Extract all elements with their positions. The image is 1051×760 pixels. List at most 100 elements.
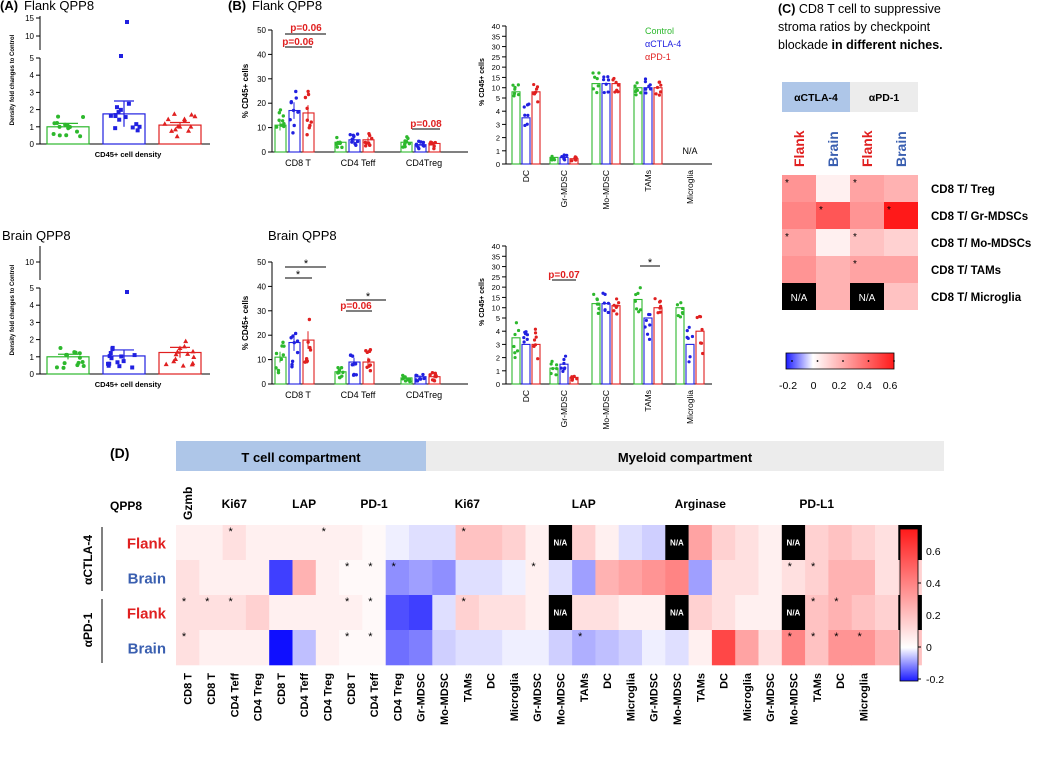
data-point [550,359,554,363]
column-label: CD8 T [206,673,218,705]
bar-TAMs-αCTLA-4 [643,317,653,385]
significance-star: * [322,526,327,538]
data-point [575,377,579,381]
data-point [512,91,517,96]
significance-star: * [366,291,371,303]
y-tick-label: 25 [492,53,500,62]
data-point [180,363,186,368]
heatmap-cell [245,595,270,631]
data-point [291,108,296,113]
data-point [181,343,187,349]
heatmap-cell [385,595,410,631]
data-point [595,90,599,95]
data-point [687,325,691,329]
heatmap-cell [642,525,666,561]
heatmap-cell [781,525,806,561]
colorbar-tick-label: 0.2 [832,380,847,392]
data-point [306,340,310,344]
ctla4-header: αCTLA-4 [794,92,838,104]
data-point [675,303,680,307]
data-point [414,142,419,147]
bar-TAMs-αPD-1 [653,87,663,165]
y-tick-label: 4 [496,327,500,336]
colorbar-tick-label: 0.6 [926,546,941,558]
data-point [596,311,600,315]
heatmap-cell [269,630,293,666]
column-label-flank: Flank [791,130,807,167]
data-point [570,159,574,163]
column-label: DC [835,673,847,689]
column-label: CD4 Teff [229,673,241,718]
significance-star: * [853,178,857,189]
heatmap-cell [851,630,876,666]
not-available-label: N/A [787,609,801,618]
data-point [110,347,115,352]
column-label: Gr-MDSC [649,673,661,722]
data-point [522,105,526,109]
bar-Microglia-αPD-1 [695,330,705,385]
column-label: DC [719,673,731,689]
y-axis-label: % CD45+ cells [241,295,250,350]
heatmap-cell [851,560,876,596]
significance-star: * [461,526,466,538]
data-point [522,340,526,344]
group-header: Arginase [675,497,727,511]
significance-star: * [648,257,653,269]
data-point [171,358,177,364]
heatmap-cell [176,630,200,666]
y-tick-label: 10 [257,124,266,133]
data-point [292,123,296,128]
data-point [338,141,343,145]
heatmap-cell [222,560,247,596]
data-point [604,82,608,86]
column-label: TAMs [462,673,474,702]
group-header: PD-1 [360,497,388,511]
tcell-compartment-label: T cell compartment [241,450,361,465]
heatmap-cell [572,630,596,666]
colorbar-tick-label: 0 [926,642,932,654]
data-point [432,144,436,148]
data-point [307,317,312,322]
heatmap-cell [816,202,850,229]
data-point [612,303,616,307]
data-point [77,355,82,360]
y-tick-label: 2 [30,336,35,345]
heatmap-cell [711,525,736,561]
data-point [415,374,419,378]
data-point [591,71,595,75]
y-tick-label: 2 [496,354,500,363]
data-point [659,83,663,87]
data-point [108,113,113,118]
data-point [81,114,86,119]
ctla4-header-bg [782,82,850,112]
group-header: LAP [292,497,316,511]
bar-Mo-MDSC-Control [591,303,601,385]
data-point [647,312,651,317]
data-point [597,307,601,311]
data-point [644,318,648,323]
data-point [595,76,599,81]
heatmap-cell [548,560,573,596]
data-point [334,141,338,146]
data-point [363,144,368,148]
data-point [65,123,70,128]
data-point [653,297,657,301]
bar-DC-αCTLA-4 [521,343,531,385]
data-point [306,89,310,94]
data-point [108,351,113,356]
heatmap-cell [269,560,293,596]
data-point [532,92,537,96]
data-point [174,133,180,139]
y-tick-label: 5 [30,284,35,293]
heatmap-cell [478,560,503,596]
heatmap-cell [409,525,433,561]
data-point [680,306,685,311]
data-point [432,146,436,151]
data-point [281,353,286,357]
data-point [433,140,437,145]
heatmap-cell [618,595,643,631]
data-point [340,145,344,150]
data-point [339,365,344,370]
heatmap-cell [758,560,783,596]
panel-c-title-line2: stroma ratios by checkpoint [778,20,931,34]
